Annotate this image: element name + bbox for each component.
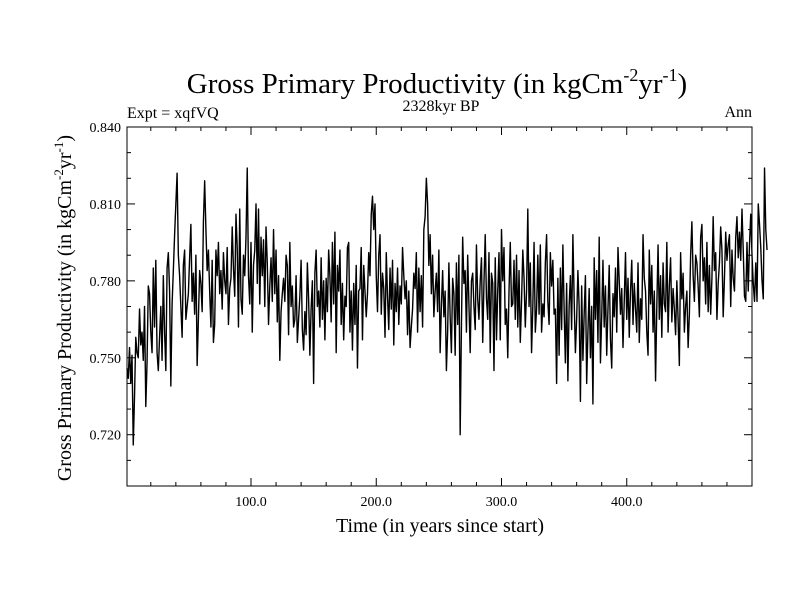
- x-tick-label: 100.0: [235, 495, 267, 510]
- y-tick-label: 0.750: [90, 352, 122, 367]
- x-tick-label: 300.0: [486, 495, 518, 510]
- x-tick-label: 200.0: [360, 495, 392, 510]
- y-tick-label: 0.840: [90, 121, 122, 136]
- series-line-gpp: [126, 167, 768, 446]
- expt-label: Expt = xqfVQ: [127, 105, 219, 122]
- period-label: 2328kyr BP: [403, 98, 480, 115]
- y-tick-label: 0.720: [90, 429, 122, 444]
- y-axis-label: Gross Primary Productivity (in kgCm-2yr-…: [51, 135, 76, 481]
- season-label: Ann: [724, 104, 752, 121]
- axis-ticks: [127, 126, 752, 486]
- x-axis-label: Time (in years since start): [336, 515, 544, 537]
- y-tick-label: 0.810: [90, 198, 122, 213]
- chart-title: Gross Primary Productivity (in kgCm-2yr-…: [187, 65, 687, 100]
- y-tick-label: 0.780: [90, 275, 122, 290]
- x-tick-label: 400.0: [611, 495, 643, 510]
- axis-tick-labels: 100.0 200.0 300.0 400.0 0.720 0.750 0.780 0.810…: [90, 121, 643, 510]
